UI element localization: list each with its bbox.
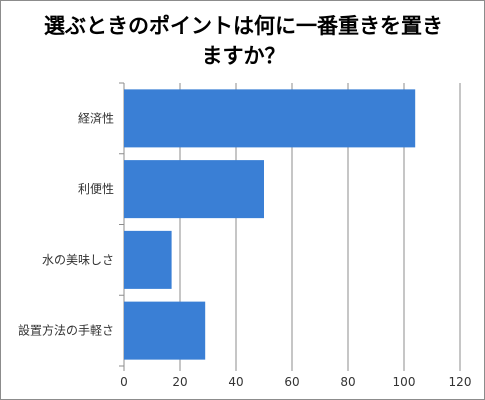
x-tick-label: 120: [449, 375, 472, 389]
chart-title-line-2: ますか？: [201, 44, 286, 68]
x-tick-label: 60: [284, 375, 299, 389]
x-tick-label: 20: [172, 375, 187, 389]
bar: [124, 160, 264, 219]
category-label: 経済性: [78, 110, 114, 125]
bar: [124, 230, 172, 289]
x-tick-label: 40: [228, 375, 243, 389]
category-label: 水の美味しさ: [42, 253, 114, 267]
x-tick-label: 80: [340, 375, 355, 389]
bar: [124, 89, 416, 148]
chart-title: 選ぶときのポイントは何に一番重きを置き ますか？: [1, 11, 485, 71]
x-tick-label: 0: [120, 375, 128, 389]
chart-title-line-1: 選ぶときのポイントは何に一番重きを置き: [44, 14, 443, 38]
category-label: 利便性: [78, 182, 114, 196]
bar: [124, 301, 206, 360]
category-label: 設置方法の手軽さ: [18, 323, 114, 338]
x-tick-label: 100: [393, 375, 416, 389]
